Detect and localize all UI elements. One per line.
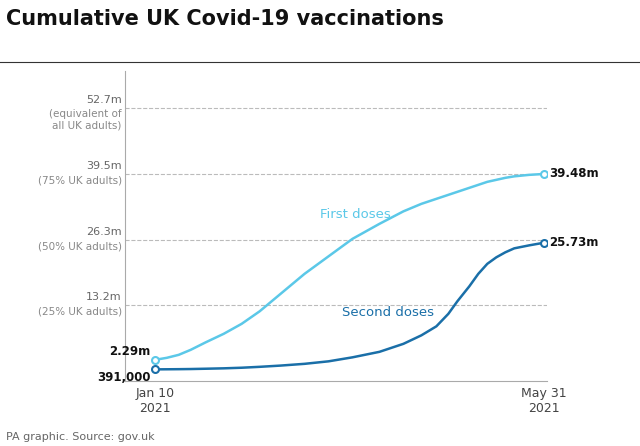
Text: First doses: First doses [320, 208, 391, 221]
Text: (25% UK adults): (25% UK adults) [38, 307, 122, 317]
Text: 52.7m: 52.7m [86, 95, 122, 105]
Text: Cumulative UK Covid-19 vaccinations: Cumulative UK Covid-19 vaccinations [6, 9, 444, 29]
Text: 26.3m: 26.3m [86, 227, 122, 237]
Text: (equivalent of
all UK adults): (equivalent of all UK adults) [49, 109, 122, 131]
Text: 39.5m: 39.5m [86, 161, 122, 171]
Text: 13.2m: 13.2m [86, 292, 122, 302]
Text: 391,000: 391,000 [97, 372, 150, 384]
Text: (75% UK adults): (75% UK adults) [38, 175, 122, 186]
Text: Second doses: Second doses [342, 306, 435, 319]
Text: PA graphic. Source: gov.uk: PA graphic. Source: gov.uk [6, 432, 155, 442]
Text: (50% UK adults): (50% UK adults) [38, 241, 122, 252]
Text: 39.48m: 39.48m [548, 167, 598, 181]
Text: 25.73m: 25.73m [548, 236, 598, 249]
Text: 2.29m: 2.29m [109, 345, 150, 358]
